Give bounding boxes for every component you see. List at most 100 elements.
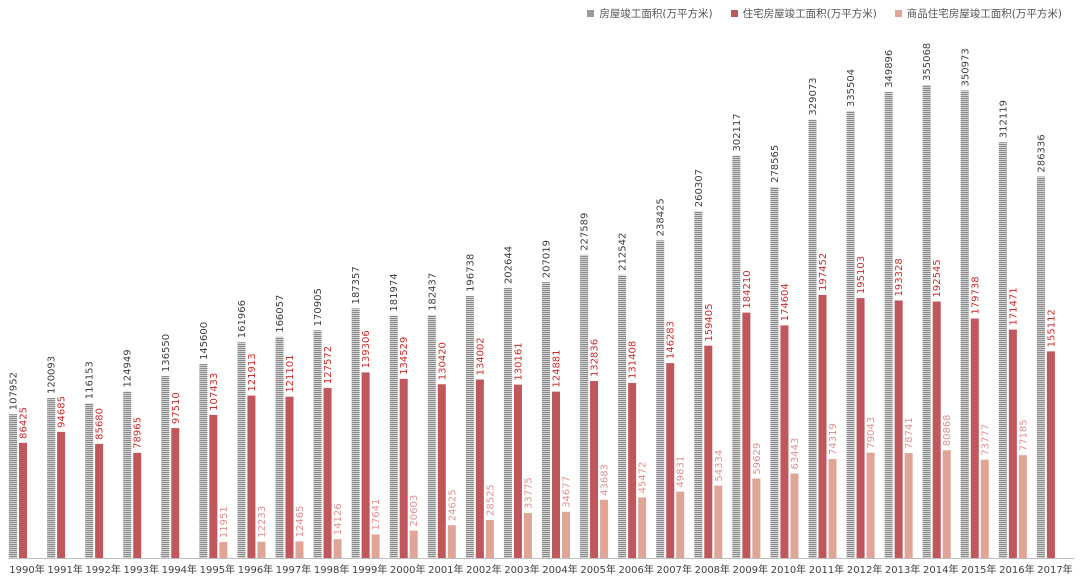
bar-total-2009年 — [732, 155, 741, 559]
bar-total-1993年 — [123, 391, 132, 558]
data-label-residential-2017年: 155112 — [1046, 309, 1057, 347]
bar-commercial-residential-2004年 — [562, 511, 570, 558]
bar-commercial-residential-2009年 — [752, 478, 761, 558]
data-label-total-2009年: 302117 — [732, 113, 743, 151]
x-tick-label-2012年: 2012年 — [847, 563, 882, 576]
data-label-residential-1996年: 121913 — [247, 353, 258, 391]
bar-residential-1991年 — [57, 431, 66, 558]
data-label-residential-1993年: 78965 — [133, 417, 144, 449]
bar-total-1990年 — [9, 414, 17, 558]
x-tick-label-1991年: 1991年 — [47, 563, 82, 576]
data-label-total-1999年: 187357 — [351, 266, 362, 304]
legend-swatch-residential — [730, 10, 738, 17]
bar-residential-1994年 — [171, 428, 180, 558]
data-label-total-1990年: 107952 — [9, 372, 20, 410]
data-label-commercial-residential-2013年: 78741 — [904, 417, 915, 449]
data-label-residential-1992年: 85680 — [95, 408, 106, 440]
x-tick-label-2002年: 2002年 — [466, 563, 501, 576]
x-tick-label-1999年: 1999年 — [352, 563, 387, 576]
bar-residential-2006年 — [628, 382, 637, 558]
legend-item-residential: 住宅房屋竣工面积(万平方米) — [730, 6, 877, 21]
data-label-commercial-residential-2007年: 49831 — [676, 456, 687, 488]
bar-commercial-residential-2011年 — [828, 458, 837, 558]
data-label-commercial-residential-2003年: 33775 — [523, 477, 534, 509]
bar-total-2016年 — [998, 142, 1007, 558]
x-tick-label-2000年: 2000年 — [390, 563, 425, 576]
data-label-commercial-residential-2001年: 24625 — [447, 489, 458, 521]
data-label-total-1994年: 136550 — [161, 334, 172, 372]
data-label-commercial-residential-2008年: 54334 — [714, 450, 725, 482]
data-label-total-1992年: 116153 — [85, 361, 96, 399]
x-tick-label-1996年: 1996年 — [238, 563, 273, 576]
x-tick-label-2013年: 2013年 — [885, 563, 920, 576]
x-tick-label-2001年: 2001年 — [428, 563, 463, 576]
data-label-residential-1997年: 121101 — [285, 354, 296, 392]
x-tick-label-1994年: 1994年 — [162, 563, 197, 576]
bar-total-1999年 — [351, 308, 360, 558]
data-label-residential-2004年: 124881 — [552, 349, 563, 387]
data-label-commercial-residential-1997年: 12465 — [295, 506, 306, 538]
data-label-residential-2002年: 134002 — [475, 337, 486, 375]
legend-item-total: 房屋竣工面积(万平方米) — [587, 6, 713, 21]
bar-commercial-residential-2002年 — [485, 520, 494, 558]
x-tick-label-2006年: 2006年 — [618, 563, 653, 576]
x-tick-label-2008年: 2008年 — [695, 563, 730, 576]
bar-total-2011年 — [808, 119, 817, 558]
bar-residential-2014年 — [932, 301, 941, 558]
bar-commercial-residential-2006年 — [638, 497, 647, 558]
bar-total-2000年 — [389, 315, 398, 558]
data-label-total-2007年: 238425 — [656, 198, 667, 236]
bar-total-1992年 — [85, 403, 94, 558]
bar-total-2012年 — [846, 111, 855, 558]
bar-total-1995年 — [199, 364, 208, 558]
bar-residential-2002年 — [475, 379, 484, 558]
bar-commercial-residential-2003年 — [523, 513, 532, 558]
bar-residential-2008年 — [704, 345, 713, 558]
bar-residential-2003年 — [513, 384, 522, 558]
data-label-total-1997年: 166057 — [275, 295, 286, 333]
bar-residential-1998年 — [323, 388, 332, 558]
bar-commercial-residential-1995年 — [219, 542, 228, 558]
data-label-commercial-residential-1999年: 17641 — [371, 499, 382, 531]
data-label-commercial-residential-2000年: 20603 — [409, 495, 420, 527]
bar-residential-2016年 — [1008, 329, 1017, 558]
data-label-commercial-residential-1995年: 11951 — [219, 506, 230, 538]
bar-residential-2012年 — [856, 298, 865, 558]
data-label-total-1993年: 124949 — [123, 349, 134, 387]
data-label-residential-1999年: 139306 — [361, 330, 372, 368]
bar-residential-1993年 — [133, 452, 142, 558]
bar-commercial-residential-2005年 — [600, 499, 609, 558]
data-label-commercial-residential-1996年: 12233 — [257, 506, 268, 538]
data-label-residential-1998年: 127572 — [323, 346, 334, 384]
bar-residential-2007年 — [666, 363, 675, 558]
bar-residential-1996年 — [247, 395, 256, 558]
data-label-total-2011年: 329073 — [808, 77, 819, 115]
data-label-total-2016年: 312119 — [998, 100, 1009, 138]
data-label-commercial-residential-2015年: 73777 — [980, 424, 991, 456]
legend-label-total: 房屋竣工面积(万平方米) — [599, 8, 713, 20]
bar-commercial-residential-2000年 — [409, 530, 418, 558]
data-label-total-2010年: 278565 — [770, 145, 781, 183]
bar-commercial-residential-2010年 — [790, 473, 799, 558]
data-label-residential-2001年: 130420 — [437, 342, 448, 380]
legend-swatch-commercial-residential — [894, 10, 902, 17]
data-label-residential-2005年: 132836 — [590, 339, 601, 377]
data-label-total-1998年: 170905 — [313, 288, 324, 326]
bar-total-1997年 — [275, 336, 284, 558]
bar-total-2013年 — [884, 91, 893, 558]
x-tick-label-2016年: 2016年 — [999, 563, 1034, 576]
data-label-commercial-residential-2002年: 28525 — [485, 484, 496, 516]
x-tick-label-1992年: 1992年 — [85, 563, 120, 576]
bar-commercial-residential-2001年 — [447, 525, 456, 558]
x-tick-label-2007年: 2007年 — [657, 563, 692, 576]
data-label-commercial-residential-2006年: 45472 — [638, 462, 649, 494]
data-label-total-2013年: 349896 — [884, 50, 895, 88]
bar-commercial-residential-2013年 — [904, 453, 913, 558]
bar-total-2006年 — [618, 274, 627, 558]
bar-total-2015年 — [960, 90, 969, 558]
x-tick-label-2014年: 2014年 — [923, 563, 958, 576]
bar-commercial-residential-1996年 — [257, 541, 266, 558]
bar-residential-1990年 — [19, 442, 27, 558]
